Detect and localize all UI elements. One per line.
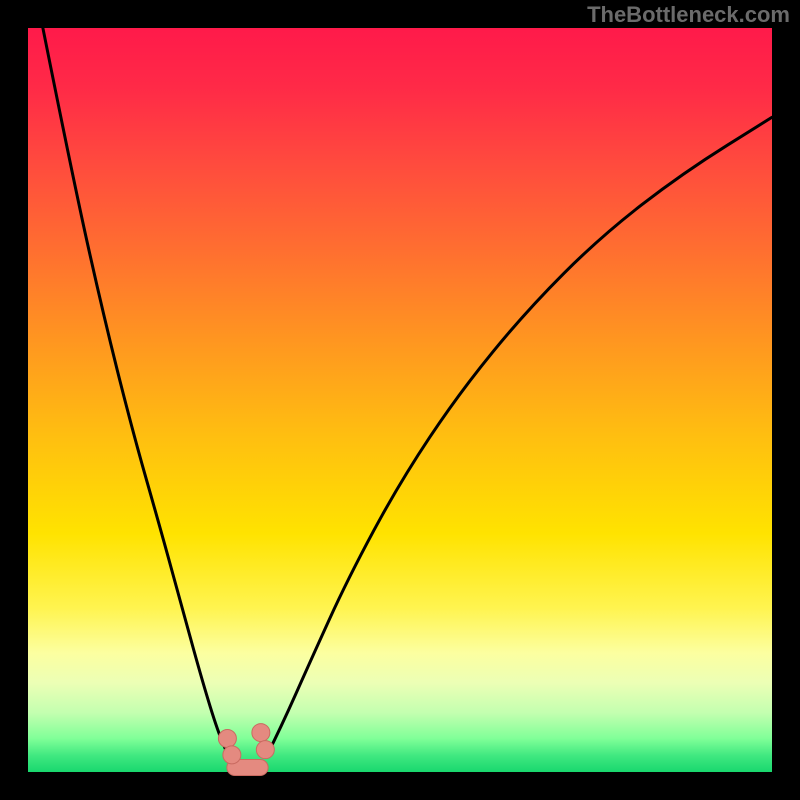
optimal-dot-marker xyxy=(223,746,241,764)
bottleneck-chart-svg xyxy=(0,0,800,800)
watermark-text: TheBottleneck.com xyxy=(587,2,790,28)
chart-frame xyxy=(0,0,800,800)
gradient-plot-area xyxy=(28,28,772,772)
optimal-dot-marker xyxy=(252,724,270,742)
optimal-dot-marker xyxy=(256,741,274,759)
optimal-dot-marker xyxy=(218,730,236,748)
